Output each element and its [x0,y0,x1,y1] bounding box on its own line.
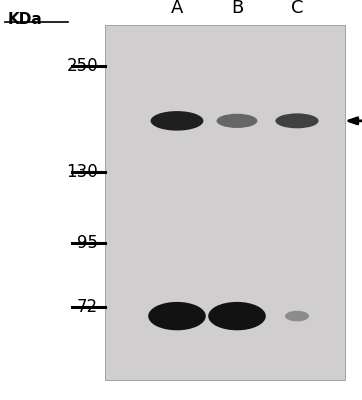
Text: KDa: KDa [8,12,43,27]
Ellipse shape [148,302,206,330]
Ellipse shape [285,311,309,322]
Text: 95: 95 [77,234,98,252]
Text: 250: 250 [66,57,98,75]
Ellipse shape [208,302,266,330]
Text: 72: 72 [77,298,98,316]
Text: C: C [291,0,303,17]
Ellipse shape [151,111,203,131]
Ellipse shape [216,114,257,128]
Bar [105,25,345,380]
Text: 130: 130 [66,163,98,181]
Text: B: B [231,0,243,17]
Ellipse shape [275,113,319,128]
Text: A: A [171,0,183,17]
